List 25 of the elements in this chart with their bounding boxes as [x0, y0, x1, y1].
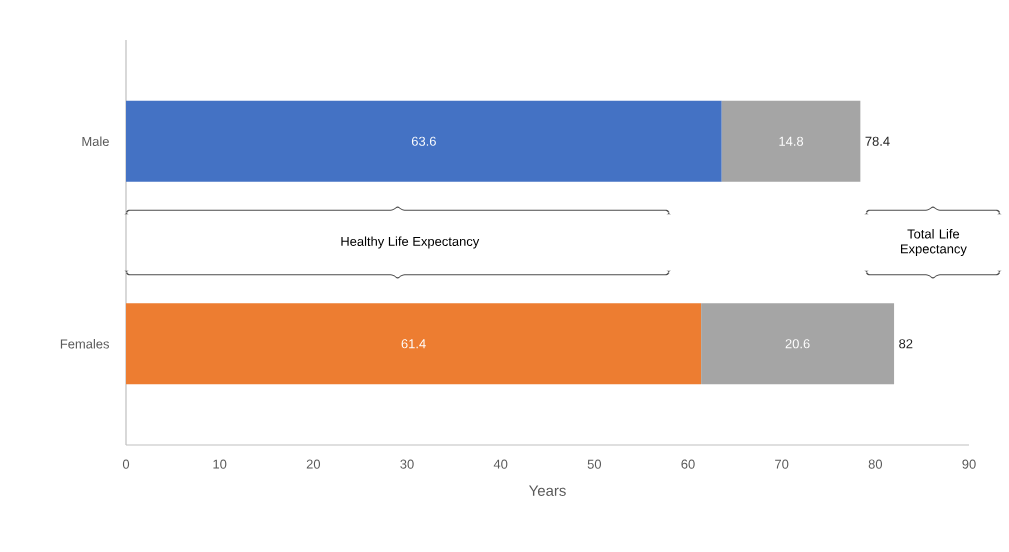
bar	[701, 303, 895, 385]
x-axis-title: Years	[529, 485, 566, 496]
x-tick-label: 30	[400, 459, 414, 469]
data-label: 20.6	[785, 339, 810, 349]
annotation: Healthy Life Expectancy	[341, 236, 480, 249]
x-tick-label: 90	[962, 459, 976, 469]
x-tick-label: 10	[213, 459, 227, 469]
data-label: 14.8	[779, 136, 804, 146]
total-label: 78.4	[865, 136, 890, 146]
x-tick-label: 50	[587, 459, 602, 469]
x-tick-label: 0	[122, 459, 130, 469]
x-tick-label: 70	[775, 459, 789, 469]
x-tick-label: 40	[493, 459, 508, 469]
bar	[126, 303, 702, 385]
x-tick-label: 80	[868, 459, 883, 469]
data-label: 63.6	[411, 136, 436, 146]
x-tick-label: 60	[681, 459, 695, 469]
x-tick-label: 20	[306, 459, 321, 469]
bar	[721, 100, 861, 182]
data-label: 61.4	[401, 339, 426, 349]
y-tick-label: Male	[82, 136, 109, 146]
total-label: 82	[899, 339, 913, 349]
bar	[126, 100, 722, 182]
annotation: Total Life Expectancy	[901, 228, 967, 257]
y-tick-label: Females	[60, 338, 110, 349]
